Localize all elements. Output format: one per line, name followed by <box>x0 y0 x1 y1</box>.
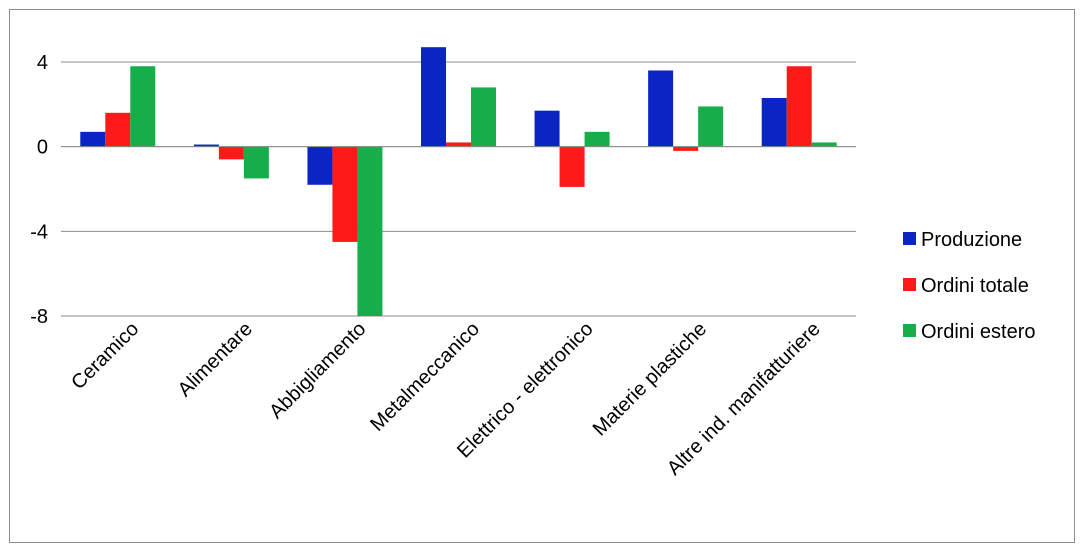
bar-produzione <box>307 146 333 185</box>
x-category-label: Alimentare <box>174 318 257 401</box>
x-category-label: Materie plastiche <box>589 318 711 440</box>
bar-ordini-totale <box>105 112 131 147</box>
legend-swatch <box>903 278 916 291</box>
x-category-label: Abbigliamento <box>265 318 370 423</box>
bar-ordini-estero <box>811 142 837 147</box>
bar-ordini-totale <box>332 146 358 242</box>
legend-label: Produzione <box>921 229 1022 251</box>
legend-label: Ordini estero <box>921 321 1036 343</box>
bar-ordini-estero <box>130 66 156 147</box>
bar-produzione <box>648 70 674 147</box>
bar-ordini-estero <box>357 146 383 316</box>
bar-ordini-estero <box>698 106 724 147</box>
x-category-label: Metalmeccanico <box>366 318 484 436</box>
y-tick-label: -8 <box>30 306 48 328</box>
legend-swatch <box>903 232 916 245</box>
y-tick-label: 0 <box>37 137 48 159</box>
bar-ordini-totale <box>673 146 699 151</box>
y-tick-label: 4 <box>37 52 48 74</box>
bar-ordini-estero <box>584 131 610 147</box>
y-tick-label: -4 <box>30 221 48 243</box>
chart-frame <box>9 9 1075 543</box>
bar-ordini-totale <box>559 146 585 187</box>
bar-ordini-estero <box>243 146 269 179</box>
legend-label: Ordini totale <box>921 275 1029 297</box>
bar-produzione <box>761 97 787 147</box>
legend-swatch <box>903 324 916 337</box>
legend: Produzione Ordini totale Ordini estero <box>903 229 1036 343</box>
bar-ordini-estero <box>471 87 496 147</box>
bar-produzione <box>193 144 219 147</box>
bar-ordini-totale <box>218 146 244 160</box>
y-axis-tick-labels: 4 0 -4 -8 <box>30 52 48 328</box>
bar-ordini-totale <box>446 142 471 147</box>
bar-ordini-totale <box>786 66 812 147</box>
bar-produzione <box>80 131 106 147</box>
bars <box>80 47 837 316</box>
x-category-label: Ceramico <box>67 318 143 394</box>
x-axis-category-labels: Ceramico Alimentare AbbigliamentoMetalmecc… <box>67 318 824 480</box>
bar-produzione <box>421 47 446 147</box>
gridlines <box>61 61 856 317</box>
bar-produzione <box>534 110 560 147</box>
